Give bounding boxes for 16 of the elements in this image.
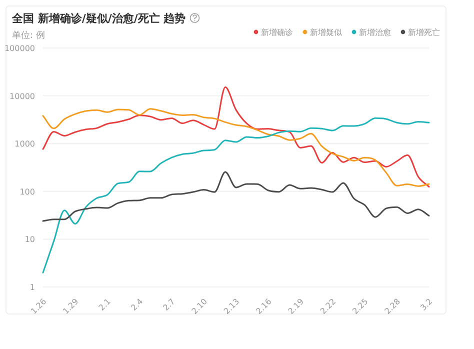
x-tick-label: 3.2 bbox=[418, 297, 434, 312]
legend-label: 新增治愈 bbox=[359, 28, 391, 37]
y-tick-label: 10 bbox=[24, 235, 35, 244]
x-tick-label: 2.1 bbox=[97, 297, 112, 312]
y-tick-label: 1 bbox=[30, 283, 35, 292]
y-tick-label: 10000 bbox=[10, 92, 35, 101]
legend-label: 新增死亡 bbox=[408, 28, 440, 37]
chart-title: 全国 新增确诊/疑似/治愈/死亡 趋势 bbox=[11, 12, 186, 25]
x-tick-label: 2.7 bbox=[161, 297, 177, 312]
y-tick-label: 100 bbox=[20, 187, 35, 196]
x-tick-label: 2.4 bbox=[129, 297, 145, 312]
legend-label: 新增疑似 bbox=[310, 28, 343, 37]
y-tick-label: 100000 bbox=[4, 44, 35, 53]
legend-label: 新增确诊 bbox=[261, 28, 293, 37]
chart-subtitle: 单位: 例 bbox=[12, 30, 45, 41]
y-tick-label: 1000 bbox=[14, 140, 35, 149]
